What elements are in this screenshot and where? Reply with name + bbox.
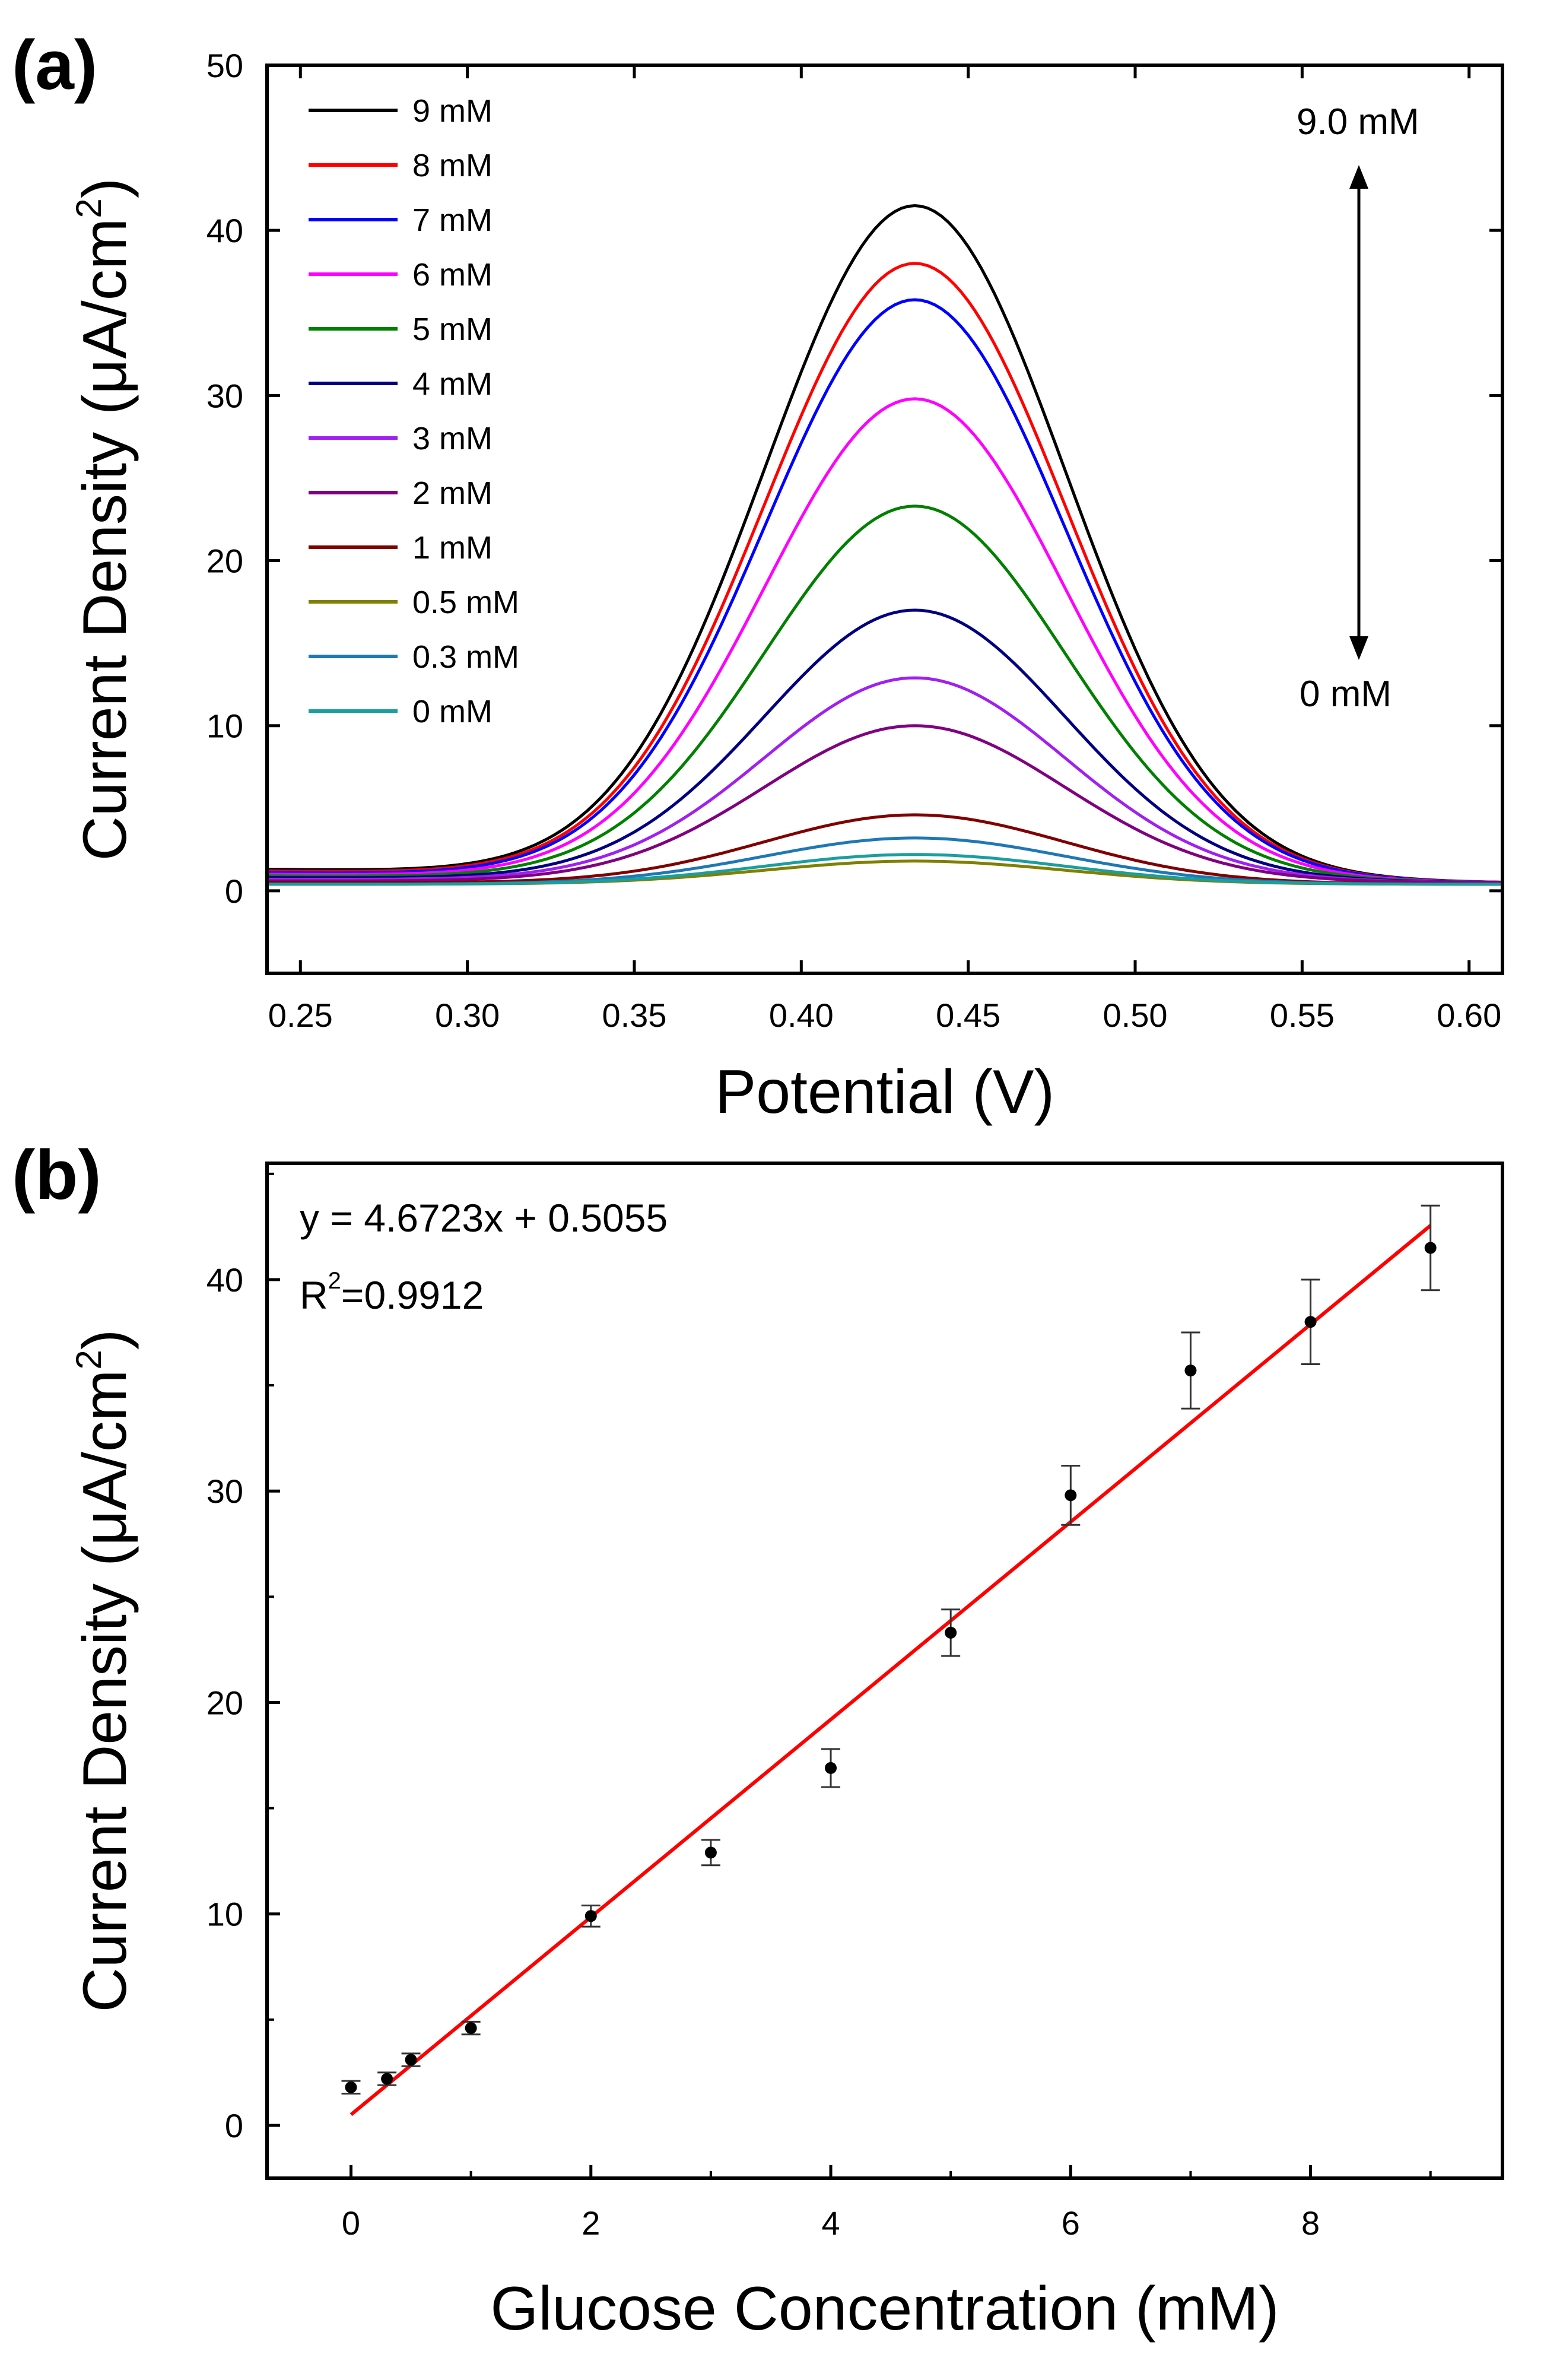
marker bbox=[465, 2022, 477, 2035]
curve-5-mm bbox=[266, 504, 1503, 884]
marker bbox=[345, 2081, 357, 2093]
data-point bbox=[941, 1608, 961, 1657]
x-tick-label: 0.50 bbox=[1103, 997, 1168, 1034]
fit-equation: y = 4.6723x + 0.5055 bbox=[300, 1196, 668, 1240]
marker bbox=[945, 1626, 957, 1639]
curve-6-mm bbox=[266, 397, 1503, 884]
marker bbox=[1424, 1242, 1437, 1254]
y-tick-label: 20 bbox=[206, 542, 243, 580]
data-point bbox=[377, 2071, 397, 2086]
panel-b-points bbox=[341, 1204, 1440, 2095]
legend-label: 2 mM bbox=[412, 475, 493, 511]
marker bbox=[381, 2073, 393, 2085]
panel-b-x-axis-title: Glucose Concentration (mM) bbox=[490, 2274, 1279, 2343]
annotation-bottom: 0 mM bbox=[1300, 674, 1391, 715]
legend-label: 3 mM bbox=[412, 421, 493, 456]
legend-label: 0.3 mM bbox=[412, 639, 519, 675]
r-squared: R2=0.9912 bbox=[300, 1268, 484, 1317]
panel-a: (a) 0.25 0.30 0.35 0.40 0.45 0.50 0.55 0.60 0 10 2… bbox=[12, 26, 1504, 1126]
data-point bbox=[401, 2052, 421, 2067]
x-tick-label: 0.55 bbox=[1270, 997, 1335, 1034]
data-point bbox=[1301, 1278, 1320, 1365]
legend-label: 0.5 mM bbox=[412, 585, 519, 620]
legend-label: 9 mM bbox=[412, 93, 493, 129]
panel-a-curves bbox=[266, 204, 1503, 886]
x-tick-label: 0 bbox=[342, 2204, 360, 2242]
data-point bbox=[1181, 1331, 1200, 1410]
marker bbox=[1184, 1364, 1197, 1377]
marker bbox=[1304, 1316, 1317, 1328]
x-tick-label: 0.60 bbox=[1437, 997, 1501, 1034]
curve-3-mm bbox=[267, 676, 1502, 884]
y-tick-label: 0 bbox=[225, 2107, 243, 2144]
fit-line bbox=[350, 1224, 1432, 2116]
panel-a-label: (a) bbox=[12, 26, 97, 104]
marker bbox=[405, 2054, 417, 2066]
legend-label: 6 mM bbox=[412, 257, 493, 293]
legend-label: 5 mM bbox=[412, 312, 493, 347]
curve-0-mm bbox=[267, 853, 1502, 886]
data-point bbox=[581, 1904, 601, 1928]
panel-b-label: (b) bbox=[12, 1136, 101, 1214]
legend-label: 8 mM bbox=[412, 148, 493, 183]
y-tick-label: 30 bbox=[206, 1473, 243, 1510]
y-tick-label: 0 bbox=[225, 872, 243, 910]
panel-a-legend: 9 mM 8 mM 7 mM 6 mM 5 mM 4 mM 3 mM 2 mM 1 mM 0.5 … bbox=[309, 93, 519, 729]
curve-8-mm bbox=[266, 262, 1503, 884]
panel-b-plot-frame bbox=[265, 1162, 1504, 2180]
panel-b-ticks: 0 2 4 6 8 0 10 20 30 40 bbox=[206, 1172, 1432, 2242]
curve-9-mm bbox=[266, 204, 1503, 884]
marker bbox=[1065, 1489, 1077, 1502]
curve-7-mm bbox=[266, 298, 1503, 884]
y-tick-label: 10 bbox=[206, 707, 243, 745]
x-tick-label: 4 bbox=[821, 2204, 840, 2242]
data-point bbox=[701, 1839, 720, 1867]
panel-a-y-axis-title: Current Density (μA/cm2) bbox=[69, 178, 139, 861]
x-tick-label: 8 bbox=[1301, 2204, 1320, 2242]
panel-b-fit-line-group bbox=[350, 1224, 1432, 2116]
legend-label: 0 mM bbox=[412, 694, 493, 729]
x-tick-label: 0.25 bbox=[268, 997, 333, 1034]
y-tick-label: 10 bbox=[206, 1896, 243, 1933]
data-point bbox=[341, 2080, 361, 2095]
annotation-top: 9.0 mM bbox=[1297, 101, 1419, 142]
panel-a-ticks: 0.25 0.30 0.35 0.40 0.45 0.50 0.55 0.60 0 10 20 30 4… bbox=[206, 47, 1502, 1034]
legend-label: 1 mM bbox=[412, 530, 493, 566]
legend-label: 7 mM bbox=[412, 202, 493, 238]
data-point bbox=[1421, 1204, 1440, 1291]
y-tick-label: 20 bbox=[206, 1684, 243, 1721]
curve-4-mm bbox=[267, 608, 1503, 884]
y-tick-label: 50 bbox=[206, 47, 243, 84]
panel-b-y-axis-title: Current Density (μA/cm2) bbox=[69, 1329, 139, 2013]
marker bbox=[584, 1910, 597, 1922]
x-tick-label: 0.30 bbox=[435, 997, 500, 1034]
curve-2-mm bbox=[267, 724, 1503, 884]
marker bbox=[825, 1762, 837, 1774]
legend-label: 4 mM bbox=[412, 366, 493, 402]
data-point bbox=[821, 1748, 841, 1788]
x-tick-label: 0.40 bbox=[769, 997, 834, 1034]
x-tick-label: 0.35 bbox=[602, 997, 666, 1034]
data-point bbox=[1061, 1464, 1081, 1526]
x-tick-label: 0.45 bbox=[936, 997, 1000, 1034]
y-tick-label: 30 bbox=[206, 377, 243, 414]
data-point bbox=[461, 2020, 481, 2036]
y-tick-label: 40 bbox=[206, 212, 243, 249]
panel-a-plot-frame bbox=[265, 64, 1504, 975]
concentration-arrow bbox=[1349, 165, 1368, 660]
marker bbox=[704, 1846, 717, 1859]
y-tick-label: 40 bbox=[206, 1261, 243, 1299]
x-tick-label: 6 bbox=[1062, 2204, 1080, 2242]
x-tick-label: 2 bbox=[582, 2204, 600, 2242]
panel-a-x-axis-title: Potential (V) bbox=[715, 1058, 1054, 1126]
